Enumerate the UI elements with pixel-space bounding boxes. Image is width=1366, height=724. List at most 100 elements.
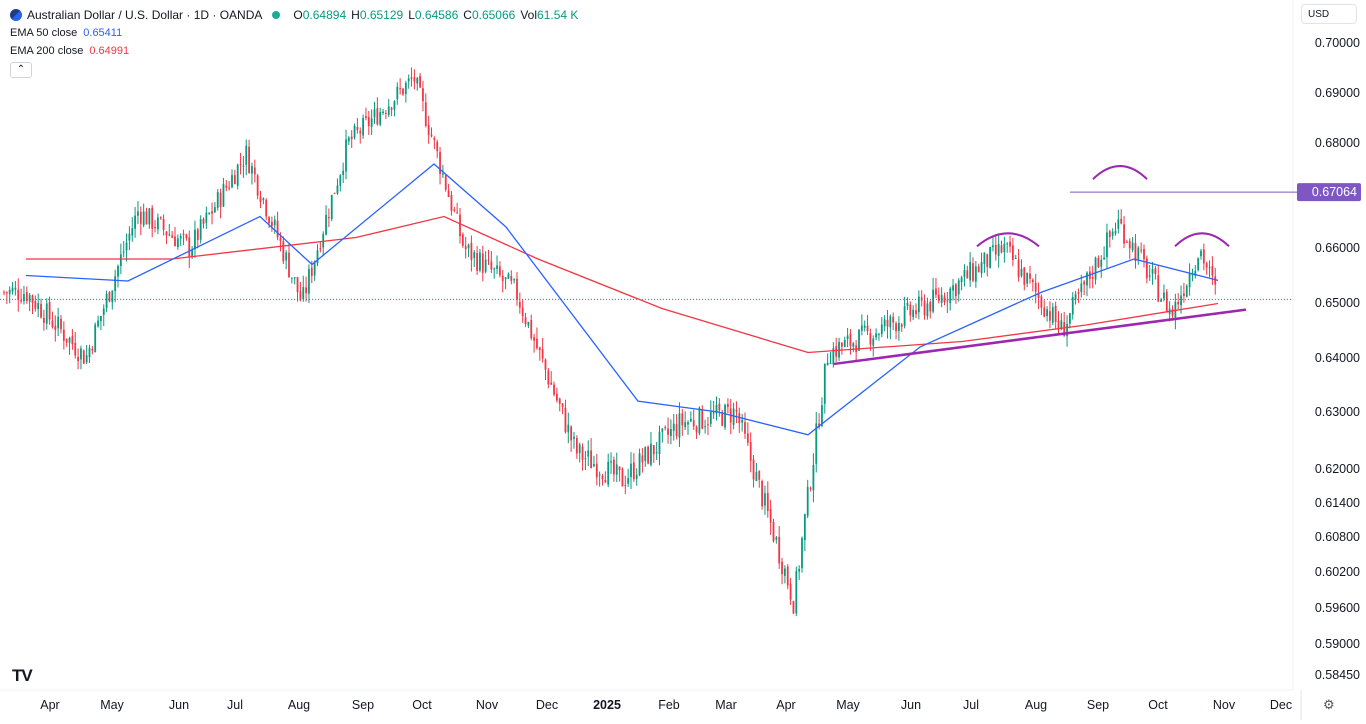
candle-body xyxy=(433,137,436,140)
candle-body xyxy=(937,294,940,302)
candle-body xyxy=(504,277,507,280)
candles-layer xyxy=(3,67,1217,617)
candle-body xyxy=(316,250,319,264)
candle-body xyxy=(570,426,573,441)
legend-collapse-button[interactable]: ⌃ xyxy=(10,62,32,78)
candle-body xyxy=(176,238,179,248)
candle-body xyxy=(969,261,972,281)
aud-flag-icon xyxy=(10,9,22,21)
candle-body xyxy=(655,452,658,454)
candle-body xyxy=(199,219,202,240)
candle-body xyxy=(28,294,31,302)
candle-body xyxy=(60,318,62,330)
candle-body xyxy=(1183,293,1185,296)
currency-button[interactable]: USD xyxy=(1301,4,1357,24)
price-tick-label: 0.63000 xyxy=(1315,405,1360,419)
candle-body xyxy=(122,251,125,253)
candle-body xyxy=(1077,292,1080,294)
candle-body xyxy=(823,363,826,404)
candle-body xyxy=(689,418,692,422)
candle-body xyxy=(769,508,772,523)
candle-body xyxy=(1012,245,1014,260)
candle-body xyxy=(137,211,139,216)
time-tick-label: Mar xyxy=(715,698,737,712)
candle-body xyxy=(196,229,199,241)
candle-body xyxy=(727,404,729,408)
candle-body xyxy=(80,348,82,360)
candle-body xyxy=(684,422,687,428)
candle-body xyxy=(952,285,954,291)
candle-body xyxy=(974,266,977,282)
candle-body xyxy=(561,403,564,407)
ohlc-open-label: O xyxy=(293,8,303,22)
candle-body xyxy=(11,288,14,292)
candle-body xyxy=(744,422,746,434)
candle-body xyxy=(695,427,698,433)
indicator-ema200[interactable]: EMA 200 close 0.64991 xyxy=(10,42,578,60)
candle-body xyxy=(487,259,490,261)
candle-body xyxy=(949,288,952,304)
candle-body xyxy=(1000,245,1003,253)
volume-value: 61.54 K xyxy=(537,8,579,22)
candle-body xyxy=(1071,297,1074,315)
support-trendline[interactable] xyxy=(833,308,1247,366)
candle-body xyxy=(672,423,675,431)
price-tick-label: 0.68000 xyxy=(1315,136,1360,150)
price-tick-label: 0.70000 xyxy=(1315,36,1360,50)
time-axis[interactable]: Apr May Jun Jul Aug Sep Oct Nov Dec 2025 Feb Mar Apr… xyxy=(40,698,1292,712)
candle-body xyxy=(114,276,117,292)
candle-body xyxy=(453,209,456,211)
candle-body xyxy=(798,568,801,572)
candle-body xyxy=(1114,230,1117,234)
indicator-ema50[interactable]: EMA 50 close 0.65411 xyxy=(10,24,578,42)
candle-body xyxy=(989,247,991,268)
candle-body xyxy=(1029,273,1031,279)
candle-body xyxy=(23,293,25,302)
candle-body xyxy=(1145,258,1148,279)
symbol-row[interactable]: Australian Dollar / U.S. Dollar · 1D · O… xyxy=(10,6,578,24)
time-tick-label: Dec xyxy=(536,698,558,712)
price-tick-label: 0.61400 xyxy=(1315,496,1360,510)
candle-body xyxy=(866,325,869,332)
candle-body xyxy=(191,249,193,258)
candle-body xyxy=(898,322,900,332)
pattern-arc-left-shoulder[interactable] xyxy=(976,232,1040,248)
candle-body xyxy=(125,242,128,251)
candle-body xyxy=(872,338,875,346)
symbol-title[interactable]: Australian Dollar / U.S. Dollar · 1D · O… xyxy=(27,8,263,22)
candle-body xyxy=(1174,301,1177,318)
gear-icon[interactable]: ⚙ xyxy=(1323,697,1335,712)
candle-body xyxy=(205,212,208,223)
candle-body xyxy=(929,301,932,312)
candle-body xyxy=(966,270,969,279)
time-tick-label: Dec xyxy=(1270,698,1292,712)
ohlc-low-label: L xyxy=(408,8,415,22)
candle-body xyxy=(447,190,450,198)
tradingview-logo[interactable]: TV xyxy=(12,666,33,686)
candle-body xyxy=(219,192,222,207)
ema200-line xyxy=(26,215,1219,354)
candle-body xyxy=(538,347,541,351)
pattern-arc-head[interactable] xyxy=(1092,165,1148,180)
candle-body xyxy=(202,218,205,224)
candle-body xyxy=(644,447,647,462)
candle-body xyxy=(444,175,447,190)
time-tick-label: Oct xyxy=(1148,698,1168,712)
candle-body xyxy=(1208,267,1211,269)
ohlc-close-value: 0.65066 xyxy=(471,8,516,22)
candle-body xyxy=(983,252,986,265)
candle-body xyxy=(288,252,290,278)
candle-body xyxy=(752,459,755,480)
price-axis[interactable]: 0.70000 0.69000 0.68000 0.66000 0.65000 0.640… xyxy=(1315,36,1360,682)
candle-body xyxy=(347,137,350,142)
candle-body xyxy=(994,245,997,255)
candle-body xyxy=(251,166,253,174)
candle-body xyxy=(490,261,493,270)
candle-body xyxy=(1063,322,1066,337)
candle-body xyxy=(578,444,581,453)
candle-body xyxy=(812,464,815,491)
pattern-arc-right-shoulder[interactable] xyxy=(1174,232,1230,248)
candle-body xyxy=(222,184,225,207)
